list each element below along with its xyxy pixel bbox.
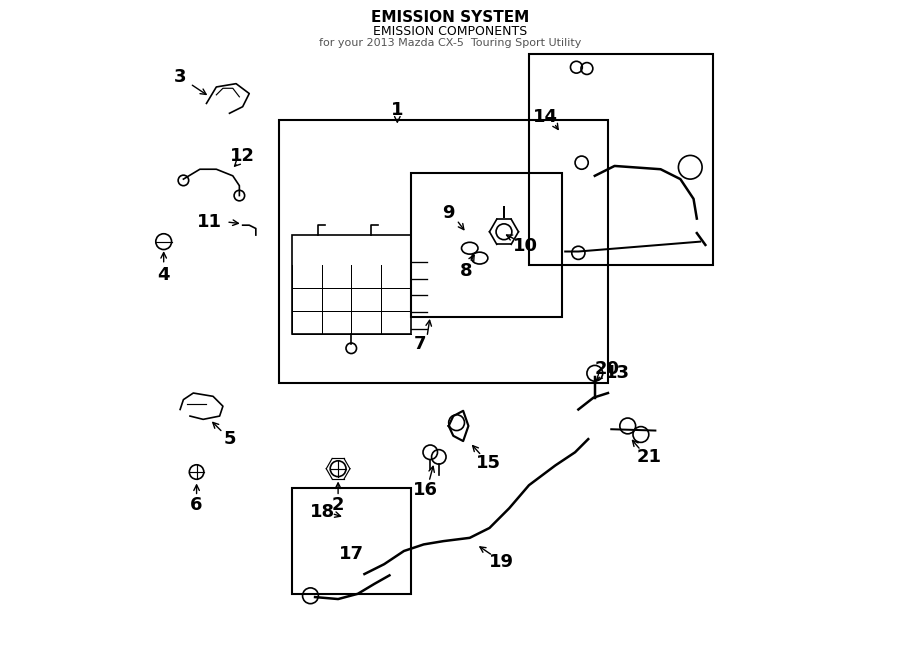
Bar: [279, 120, 608, 383]
Text: 2: 2: [332, 496, 345, 514]
Text: 8: 8: [460, 262, 473, 280]
Text: 14: 14: [533, 108, 558, 126]
Text: for your 2013 Mazda CX-5  Touring Sport Utility: for your 2013 Mazda CX-5 Touring Sport U…: [319, 38, 581, 48]
Text: 7: 7: [414, 334, 427, 353]
Text: 17: 17: [338, 545, 364, 563]
Text: 20: 20: [594, 360, 619, 377]
Text: 16: 16: [412, 481, 437, 499]
Text: 12: 12: [230, 147, 256, 165]
Bar: [410, 173, 562, 317]
Bar: [292, 488, 410, 594]
Text: 13: 13: [606, 364, 630, 382]
Text: 11: 11: [197, 213, 222, 231]
Text: 9: 9: [443, 204, 454, 222]
Text: EMISSION SYSTEM: EMISSION SYSTEM: [371, 11, 529, 25]
Text: 6: 6: [190, 496, 203, 514]
Bar: [292, 235, 410, 334]
Text: 15: 15: [476, 455, 500, 473]
Text: 4: 4: [158, 266, 170, 284]
Bar: [529, 54, 714, 264]
Text: 1: 1: [392, 101, 403, 119]
Text: EMISSION COMPONENTS: EMISSION COMPONENTS: [373, 24, 527, 38]
Text: 10: 10: [513, 237, 538, 255]
Text: 18: 18: [310, 502, 336, 520]
Text: 21: 21: [636, 448, 662, 466]
Text: 19: 19: [489, 553, 514, 571]
Text: 3: 3: [174, 68, 186, 86]
Text: 5: 5: [223, 430, 236, 448]
